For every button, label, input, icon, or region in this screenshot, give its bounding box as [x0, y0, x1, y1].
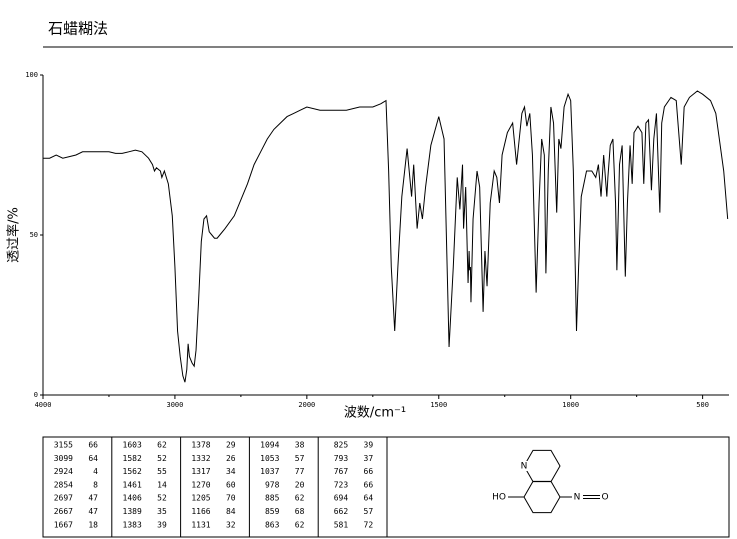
transmittance: 26: [226, 454, 236, 463]
wavenumber: 1406: [123, 494, 142, 503]
wavenumber: 2697: [54, 494, 73, 503]
transmittance: 8: [93, 480, 98, 489]
transmittance: 20: [295, 480, 305, 489]
transmittance: 47: [88, 507, 98, 516]
wavenumber: 1603: [123, 441, 142, 450]
x-axis-label: 波数/cm⁻¹: [344, 406, 406, 421]
wavenumber: 1053: [260, 454, 279, 463]
transmittance: 68: [295, 507, 305, 516]
transmittance: 57: [295, 454, 305, 463]
transmittance: 66: [364, 480, 374, 489]
atom-label: O: [601, 493, 608, 503]
transmittance: 34: [226, 467, 236, 476]
wavenumber: 1562: [123, 467, 142, 476]
wavenumber: 1270: [191, 480, 210, 489]
transmittance: 62: [295, 520, 305, 529]
transmittance: 70: [226, 494, 236, 503]
transmittance: 35: [157, 507, 167, 516]
transmittance: 66: [364, 467, 374, 476]
structure: [508, 449, 600, 514]
transmittance: 52: [157, 454, 167, 463]
wavenumber: 1389: [123, 507, 142, 516]
wavenumber: 1667: [54, 520, 73, 529]
transmittance: 84: [226, 507, 236, 516]
transmittance: 77: [295, 467, 305, 476]
wavenumber: 1317: [191, 467, 210, 476]
transmittance: 66: [88, 441, 98, 450]
wavenumber: 694: [334, 494, 349, 503]
transmittance: 55: [157, 467, 167, 476]
atom-bg: [573, 492, 581, 502]
y-tick-label: 50: [30, 231, 38, 239]
wavenumber: 723: [334, 480, 349, 489]
wavenumber: 3155: [54, 441, 73, 450]
transmittance: 29: [226, 441, 236, 450]
atom-bg: [520, 461, 528, 471]
wavenumber: 1383: [123, 520, 142, 529]
wavenumber: 859: [265, 507, 280, 516]
wavenumber: 1582: [123, 454, 142, 463]
wavenumber: 3099: [54, 454, 73, 463]
transmittance: 62: [295, 494, 305, 503]
wavenumber: 1131: [191, 520, 210, 529]
atom-label: N: [521, 462, 528, 472]
wavenumber: 863: [265, 520, 280, 529]
wavenumber: 2854: [54, 480, 73, 489]
wavenumber: 581: [334, 520, 349, 529]
atom-label: N: [574, 493, 581, 503]
wavenumber: 793: [334, 454, 349, 463]
table-frame: [42, 436, 730, 538]
y-tick-label: 0: [34, 391, 38, 399]
atom-label: HO: [492, 493, 506, 503]
transmittance: 52: [157, 494, 167, 503]
wavenumber: 1205: [191, 494, 210, 503]
wavenumber: 978: [265, 480, 280, 489]
wavenumber: 1166: [191, 507, 210, 516]
chart-title: 石蜡糊法: [48, 20, 108, 38]
transmittance: 64: [88, 454, 98, 463]
y-axis-label: 透过率/%: [6, 207, 22, 263]
transmittance: 60: [226, 480, 236, 489]
wavenumber: 885: [265, 494, 280, 503]
transmittance: 57: [364, 507, 374, 516]
transmittance: 47: [88, 494, 98, 503]
x-tick-label: 1500: [430, 401, 447, 409]
wavenumber: 767: [334, 467, 349, 476]
transmittance: 72: [364, 520, 374, 529]
pyridine-ring: [523, 449, 561, 483]
transmittance: 18: [88, 520, 98, 529]
x-tick-label: 500: [696, 401, 709, 409]
wavenumber: 1094: [260, 441, 279, 450]
transmittance: 37: [364, 454, 374, 463]
benzene-ring: [523, 480, 561, 514]
wavenumber: 2667: [54, 507, 73, 516]
x-tick-label: 1000: [562, 401, 579, 409]
atom-bg: [494, 492, 506, 502]
wavenumber: 1037: [260, 467, 279, 476]
wavenumber: 1461: [123, 480, 142, 489]
transmittance: 64: [364, 494, 374, 503]
wavenumber: 662: [334, 507, 349, 516]
transmittance: 39: [364, 441, 374, 450]
wavenumber: 2924: [54, 467, 73, 476]
wavenumber: 1332: [191, 454, 210, 463]
transmittance: 32: [226, 520, 236, 529]
transmittance: 4: [93, 467, 98, 476]
transmittance: 39: [157, 520, 167, 529]
transmittance: 14: [157, 480, 167, 489]
atom-bg: [601, 492, 609, 502]
y-tick-label: 100: [25, 71, 38, 79]
transmittance: 38: [295, 441, 305, 450]
wavenumber: 825: [334, 441, 349, 450]
x-tick-label: 2000: [298, 401, 315, 409]
transmittance: 62: [157, 441, 167, 450]
x-tick-label: 3000: [166, 401, 183, 409]
x-tick-label: 4000: [35, 401, 52, 409]
spectrum-line: [43, 90, 729, 383]
wavenumber: 1378: [191, 441, 210, 450]
